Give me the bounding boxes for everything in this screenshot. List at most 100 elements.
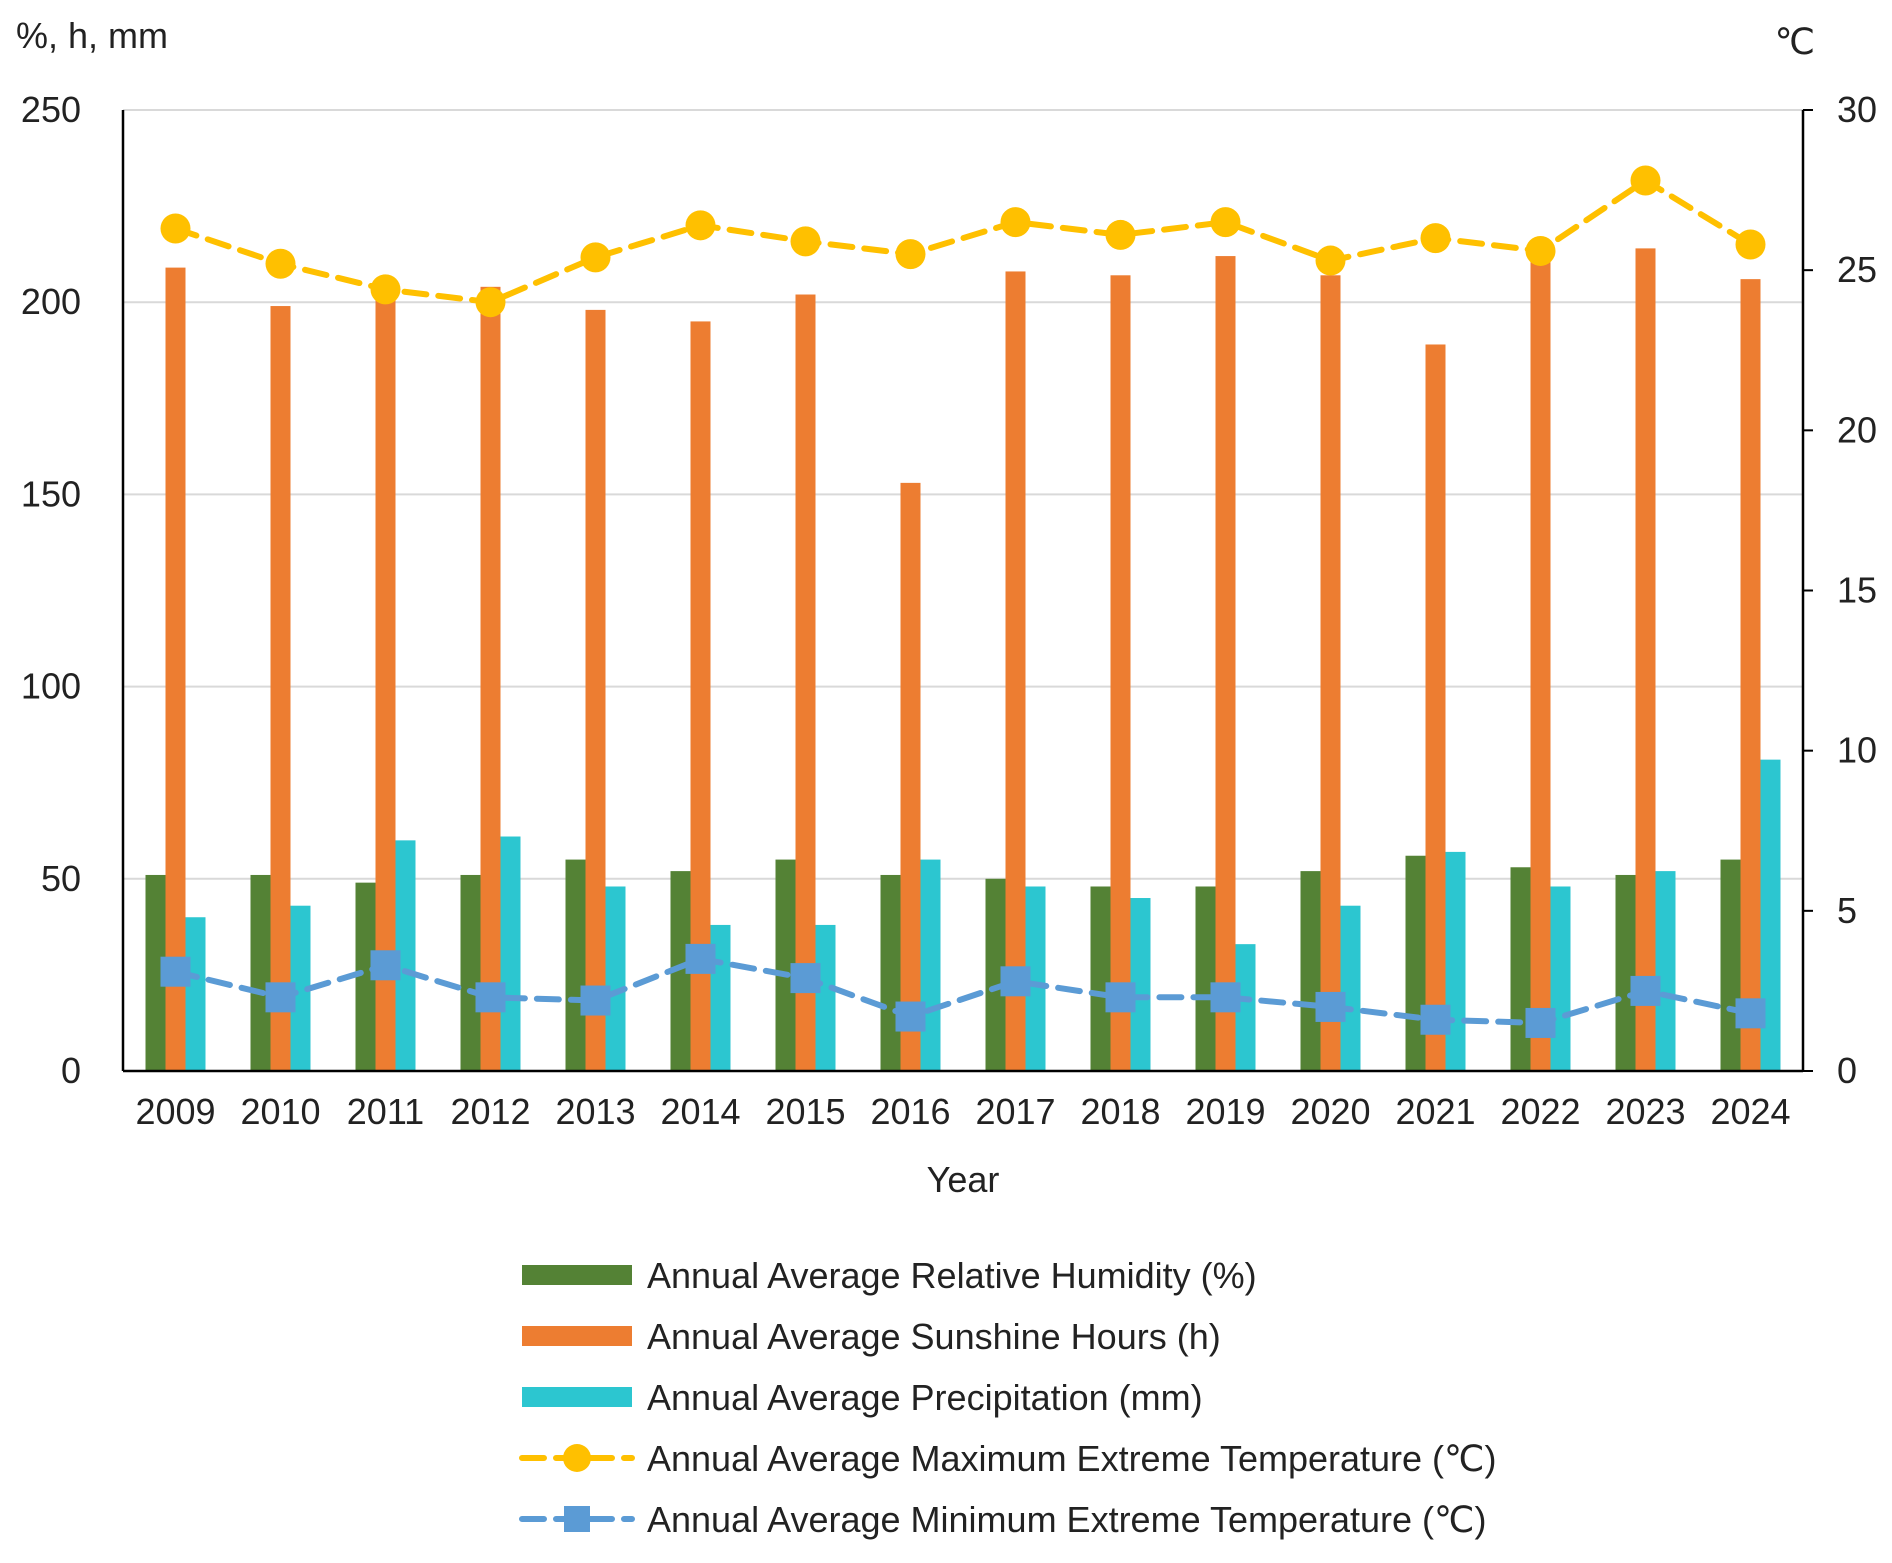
y-right-tick-label: 0 (1837, 1050, 1857, 1091)
min-temp-point (1420, 1004, 1451, 1035)
x-tick-label: 2009 (135, 1091, 215, 1132)
min-temp-point (1735, 998, 1766, 1029)
bar-precipitation (1550, 886, 1571, 1071)
max-temp-point (895, 239, 926, 270)
x-tick-label: 2016 (870, 1091, 950, 1132)
x-tick-label: 2018 (1080, 1091, 1160, 1132)
x-tick-label: 2022 (1500, 1091, 1580, 1132)
x-tick-label: 2015 (765, 1091, 845, 1132)
max-temp-point (265, 248, 296, 279)
min-temp-point (370, 950, 401, 981)
max-temp-point (1630, 165, 1661, 196)
bar-sunshine (480, 286, 501, 1072)
max-temp-point (685, 210, 716, 241)
tick-labels: 0 50 100 150 200 250 0 5 10 15 20 25 30 2009 2010 2011 2… (21, 89, 1877, 1132)
legend-swatch (522, 1326, 632, 1346)
bar-humidity (670, 871, 691, 1071)
max-temp-point (1000, 207, 1031, 238)
x-tick-label: 2012 (450, 1091, 530, 1132)
max-temp-point (790, 226, 821, 257)
bar-sunshine (900, 482, 921, 1071)
bar-precipitation (920, 859, 941, 1071)
bar-precipitation (1655, 871, 1676, 1071)
bar-precipitation (1130, 898, 1151, 1071)
bar-humidity (985, 878, 1006, 1071)
bar-humidity (565, 859, 586, 1071)
y-left-tick-label: 0 (61, 1050, 81, 1091)
bar-humidity (1195, 886, 1216, 1071)
bar-precipitation (1235, 944, 1256, 1071)
bar-precipitation (815, 924, 836, 1071)
max-temp-point (1105, 219, 1136, 250)
bar-humidity (880, 874, 901, 1071)
y-right-tick-label: 10 (1837, 730, 1877, 771)
bar-humidity (1405, 855, 1426, 1071)
bar-precipitation (395, 840, 416, 1071)
min-temp-point (1525, 1007, 1556, 1038)
bar-precipitation (185, 917, 206, 1071)
line-series (160, 165, 1766, 1038)
y-axis-right-title: ℃ (1775, 21, 1815, 62)
bar-sunshine (1530, 256, 1551, 1071)
x-tick-label: 2017 (975, 1091, 1055, 1132)
max-temp-point (160, 213, 191, 244)
x-tick-label: 2019 (1185, 1091, 1265, 1132)
min-temp-point (790, 963, 821, 994)
max-temp-point (1210, 207, 1241, 238)
x-tick-label: 2024 (1710, 1091, 1790, 1132)
x-tick-label: 2013 (555, 1091, 635, 1132)
max-temp-line (172, 176, 1754, 306)
y-right-tick-label: 5 (1837, 890, 1857, 931)
max-temp-point (1420, 223, 1451, 254)
y-left-tick-label: 250 (21, 89, 81, 130)
min-temp-point (1210, 982, 1241, 1013)
axes (121, 109, 1813, 1073)
x-tick-label: 2023 (1605, 1091, 1685, 1132)
bar-precipitation (290, 905, 311, 1071)
bar-sunshine (165, 267, 186, 1071)
bar-precipitation (1340, 905, 1361, 1071)
max-temp-point (580, 242, 611, 273)
min-temp-point (1105, 982, 1136, 1013)
legend-swatch (522, 1387, 632, 1407)
min-temp-line (172, 955, 1754, 1027)
x-tick-label: 2011 (347, 1091, 424, 1132)
bar-humidity (1615, 874, 1636, 1071)
y-axis-left-title: %, h, mm (16, 15, 168, 56)
legend-label: Annual Average Relative Humidity (%) (647, 1255, 1257, 1296)
max-temp-point (1735, 229, 1766, 260)
legend-label: Annual Average Sunshine Hours (h) (647, 1316, 1221, 1357)
min-temp-point (1315, 991, 1346, 1022)
max-temp-point (370, 274, 401, 305)
bar-sunshine (585, 309, 606, 1071)
max-temp-point (1315, 245, 1346, 276)
min-temp-point (1630, 975, 1661, 1006)
max-temp-point (1525, 235, 1556, 266)
legend-label: Annual Average Precipitation (mm) (647, 1377, 1203, 1418)
bar-humidity (250, 874, 271, 1071)
bar-sunshine (1005, 271, 1026, 1071)
min-temp-point (580, 985, 611, 1016)
x-tick-label: 2010 (240, 1091, 320, 1132)
min-temp-point (685, 943, 716, 974)
bar-sunshine (1320, 275, 1341, 1071)
bar-humidity (775, 859, 796, 1071)
bar-humidity (460, 874, 481, 1071)
y-left-tick-label: 50 (41, 858, 81, 899)
y-left-tick-label: 200 (21, 281, 81, 322)
bar-sunshine (270, 306, 291, 1071)
legend-label: Annual Average Minimum Extreme Temperatu… (647, 1499, 1486, 1540)
bar-humidity (145, 874, 166, 1071)
min-temp-point (475, 982, 506, 1013)
y-right-tick-label: 30 (1837, 89, 1877, 130)
legend-label: Annual Average Maximum Extreme Temperatu… (647, 1438, 1496, 1479)
bar-sunshine (1740, 279, 1761, 1071)
y-right-tick-label: 25 (1837, 249, 1877, 290)
gridlines (123, 109, 1803, 880)
x-tick-label: 2014 (660, 1091, 740, 1132)
min-temp-point (160, 956, 191, 987)
max-temp-point (475, 287, 506, 318)
bar-humidity (1090, 886, 1111, 1071)
x-tick-label: 2021 (1395, 1091, 1475, 1132)
